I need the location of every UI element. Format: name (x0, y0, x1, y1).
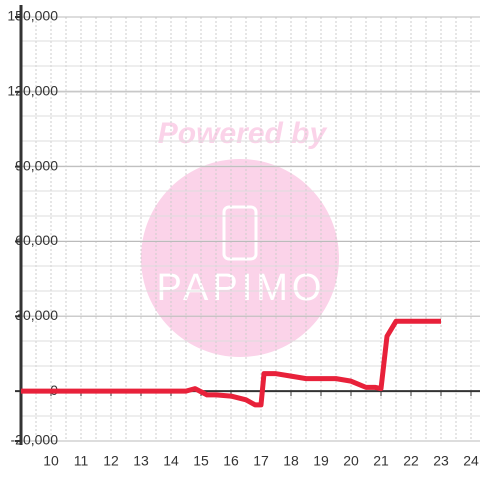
x-tick-label: 24 (463, 453, 479, 469)
x-tick-label: 22 (403, 453, 419, 469)
watermark-icon (222, 205, 258, 261)
x-tick-label: 21 (373, 453, 389, 469)
x-tick-label: 20 (343, 453, 359, 469)
y-tick-label: -20,000 (11, 432, 59, 448)
x-tick-label: 11 (74, 453, 89, 469)
x-tick-label: 14 (163, 453, 179, 469)
watermark-text: Powered by (158, 117, 328, 150)
line-series (21, 318, 441, 408)
y-tick-label: 120,000 (7, 83, 58, 99)
watermark-logo: PAPIMO (157, 267, 326, 309)
x-tick-label: 12 (103, 453, 119, 469)
y-tick-label: 30,000 (15, 307, 58, 323)
x-tick-label: 10 (43, 453, 59, 469)
x-tick-label: 23 (433, 453, 449, 469)
x-tick-label: 18 (283, 453, 299, 469)
y-tick-label: 150,000 (7, 8, 58, 24)
x-tick-label: 17 (253, 453, 269, 469)
y-tick-label: 60,000 (15, 232, 58, 248)
x-tick-label: 13 (133, 453, 149, 469)
y-tick-label: 90,000 (15, 157, 58, 173)
x-tick-label: 19 (313, 453, 329, 469)
x-tick-label: 16 (223, 453, 239, 469)
x-tick-label: 15 (193, 453, 209, 469)
